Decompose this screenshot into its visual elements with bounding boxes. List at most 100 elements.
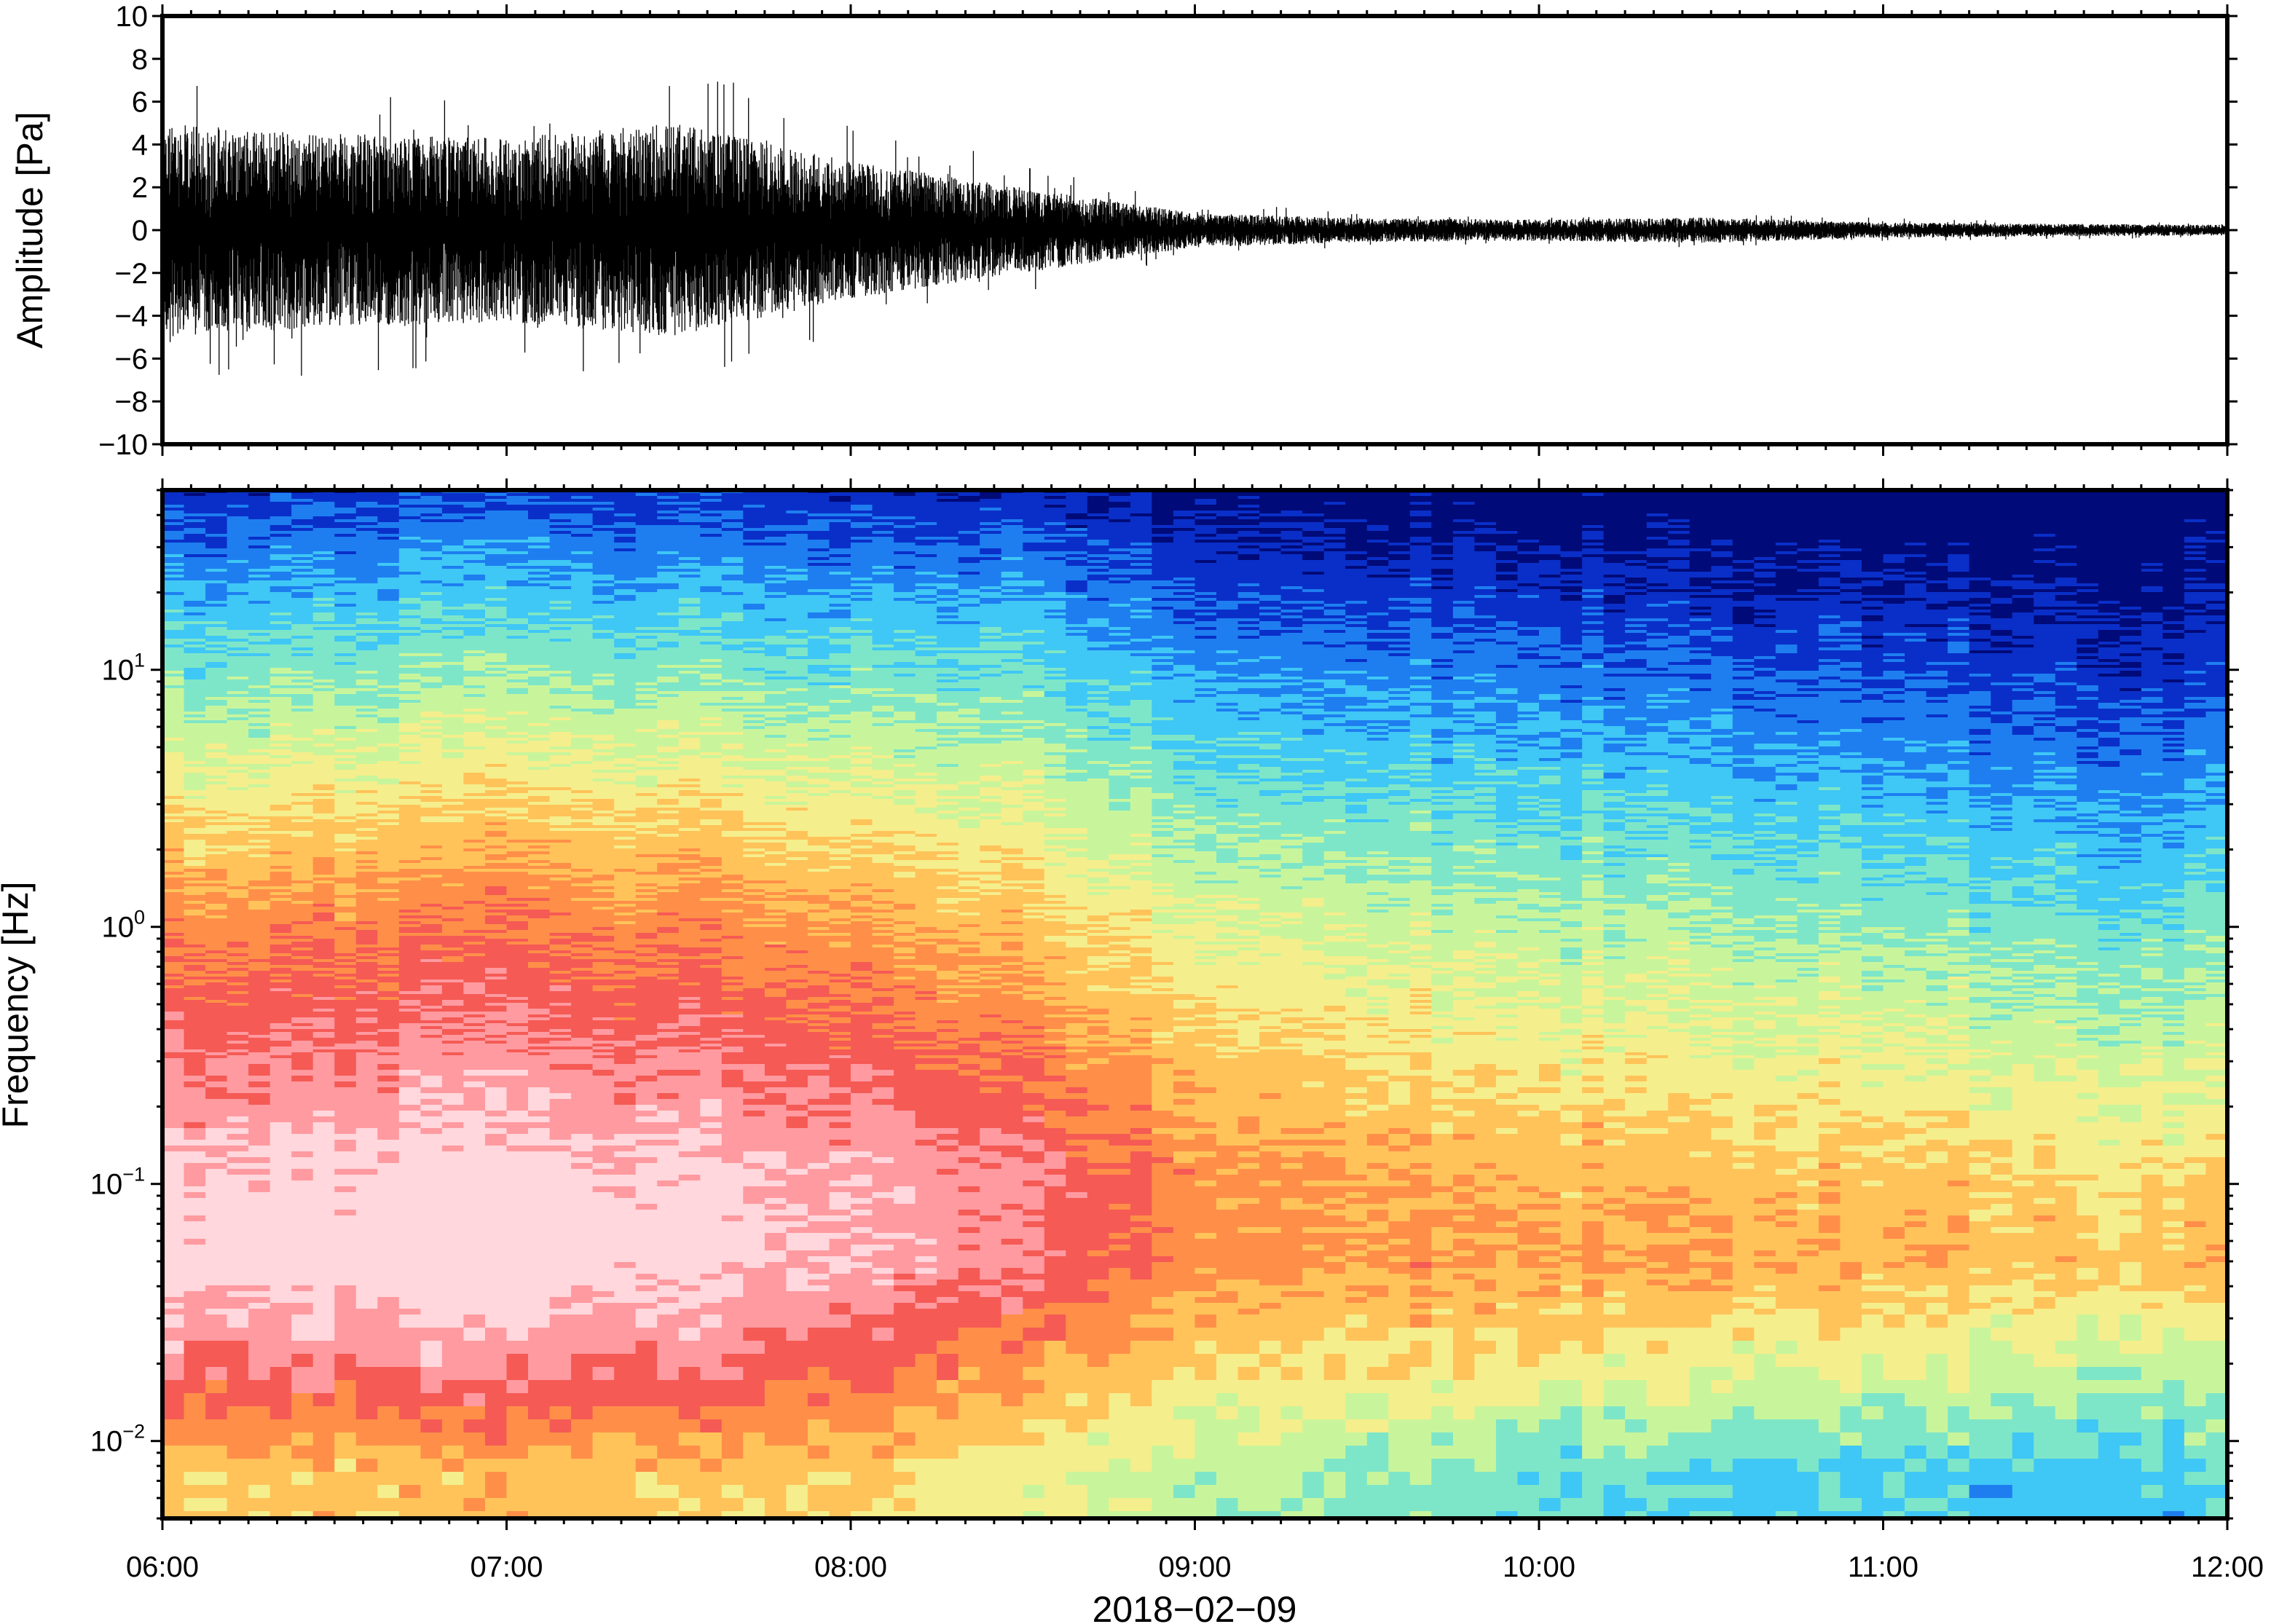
spectrogram-cell xyxy=(248,1314,270,1328)
spectrogram-cell xyxy=(356,784,378,787)
spectrogram-cell xyxy=(356,531,378,534)
spectrogram-cell xyxy=(291,1006,313,1009)
spectrogram-cell xyxy=(334,633,356,636)
spectrogram-cell xyxy=(485,965,507,968)
spectrogram-cell xyxy=(442,677,464,679)
spectrogram-cell xyxy=(270,1498,292,1511)
spectrogram-cell xyxy=(442,843,464,845)
spectrogram-cell xyxy=(270,1099,292,1105)
spectrogram-cell xyxy=(528,645,550,647)
spectrogram-cell xyxy=(162,735,184,738)
spectrogram-cell xyxy=(313,624,335,627)
spectrogram-cell xyxy=(291,560,313,563)
spectrogram-cell xyxy=(420,749,442,752)
spectrogram-cell xyxy=(420,1099,442,1105)
spectrogram-cell xyxy=(356,921,378,924)
spectrogram-cell xyxy=(291,543,313,545)
spectrogram-cell xyxy=(485,706,507,709)
spectrogram-cell xyxy=(291,793,313,796)
spectrogram-cell xyxy=(550,511,572,513)
spectrogram-cell xyxy=(248,857,270,860)
spectrogram-cell xyxy=(463,607,485,610)
spectrogram-cell xyxy=(507,519,529,522)
spectrogram-cell xyxy=(356,1245,378,1250)
spectrogram-cell xyxy=(485,580,507,583)
spectrogram-cell xyxy=(162,1046,184,1049)
spectrogram-cell xyxy=(442,1303,464,1309)
spectrogram-cell xyxy=(227,1000,249,1003)
spectrogram-cell xyxy=(291,1012,313,1014)
spectrogram-cell xyxy=(162,968,184,971)
spectrogram-cell xyxy=(334,694,356,697)
spectrogram-cell xyxy=(377,977,399,979)
spectrogram-cell xyxy=(205,723,227,726)
spectrogram-cell xyxy=(270,586,292,589)
spectrogram-cell xyxy=(162,741,184,744)
spectrogram-cell xyxy=(485,1064,507,1070)
spectrogram-cell xyxy=(399,688,421,691)
spectrogram-cell xyxy=(270,703,292,706)
spectrogram-cell xyxy=(205,545,227,548)
spectrogram-cell xyxy=(528,528,550,531)
spectrogram-cell xyxy=(270,930,292,933)
spectrogram-cell xyxy=(442,1314,464,1328)
waveform-y-tick-label: −4 xyxy=(114,301,148,333)
spectrogram-cell xyxy=(550,840,572,843)
spectrogram-cell xyxy=(270,583,292,586)
spectrogram-cell xyxy=(420,545,442,548)
spectrogram-cell xyxy=(420,886,442,889)
spectrogram-cell xyxy=(313,511,335,513)
spectrogram-cell xyxy=(528,921,550,924)
spectrogram-cell xyxy=(442,665,464,668)
spectrogram-cell xyxy=(227,1140,249,1146)
spectrogram-cell xyxy=(205,1280,227,1285)
spectrogram-cell xyxy=(399,822,421,825)
spectrogram-cell xyxy=(162,886,184,889)
spectrogram-cell xyxy=(291,1239,313,1245)
spectrogram-cell xyxy=(571,749,593,752)
spectrogram-cell xyxy=(205,732,227,735)
spectrogram-cell xyxy=(507,694,529,697)
spectrogram-cell xyxy=(485,674,507,677)
spectrogram-cell xyxy=(377,656,399,659)
spectrogram-cell xyxy=(334,519,356,522)
spectrogram-cell xyxy=(528,1239,550,1245)
spectrogram-cell xyxy=(550,851,572,854)
spectrogram-cell xyxy=(420,837,442,840)
spectrogram-cell xyxy=(227,1180,249,1186)
spectrogram-cell xyxy=(184,685,206,688)
spectrogram-cell xyxy=(205,752,227,755)
spectrogram-cell xyxy=(485,1432,507,1446)
spectrogram-cell xyxy=(571,741,593,744)
spectrogram-cell xyxy=(463,1157,485,1163)
spectrogram-cell xyxy=(507,1192,529,1198)
spectrogram-cell xyxy=(485,1328,507,1341)
spectrogram-cell xyxy=(420,1058,442,1064)
spectrogram-cell xyxy=(227,563,249,566)
spectrogram-cell xyxy=(162,933,184,936)
spectrogram-cell xyxy=(399,1099,421,1105)
spectrogram-cell xyxy=(248,1367,270,1380)
spectrogram-cell xyxy=(420,598,442,601)
spectrogram-cell xyxy=(270,679,292,682)
spectrogram-cell xyxy=(270,1128,292,1134)
spectrogram-cell xyxy=(313,513,335,516)
spectrogram-cell xyxy=(528,767,550,770)
spectrogram-cell xyxy=(205,598,227,601)
spectrogram-cell xyxy=(291,1215,313,1221)
spectrogram-cell xyxy=(485,1204,507,1210)
spectrogram-cell xyxy=(377,1038,399,1041)
spectrogram-cell xyxy=(463,758,485,761)
spectrogram-cell xyxy=(463,738,485,741)
spectrogram-cell xyxy=(270,1041,292,1044)
spectrogram-cell xyxy=(205,808,227,811)
spectrogram-cell xyxy=(399,508,421,511)
spectrogram-cell xyxy=(356,1210,378,1215)
spectrogram-cell xyxy=(162,912,184,915)
spectrogram-cell xyxy=(313,639,335,642)
spectrogram-cell xyxy=(313,1146,335,1151)
spectrogram-cell xyxy=(205,1140,227,1146)
spectrogram-cell xyxy=(550,548,572,551)
spectrogram-cell xyxy=(528,910,550,912)
spectrogram-cell xyxy=(248,531,270,534)
